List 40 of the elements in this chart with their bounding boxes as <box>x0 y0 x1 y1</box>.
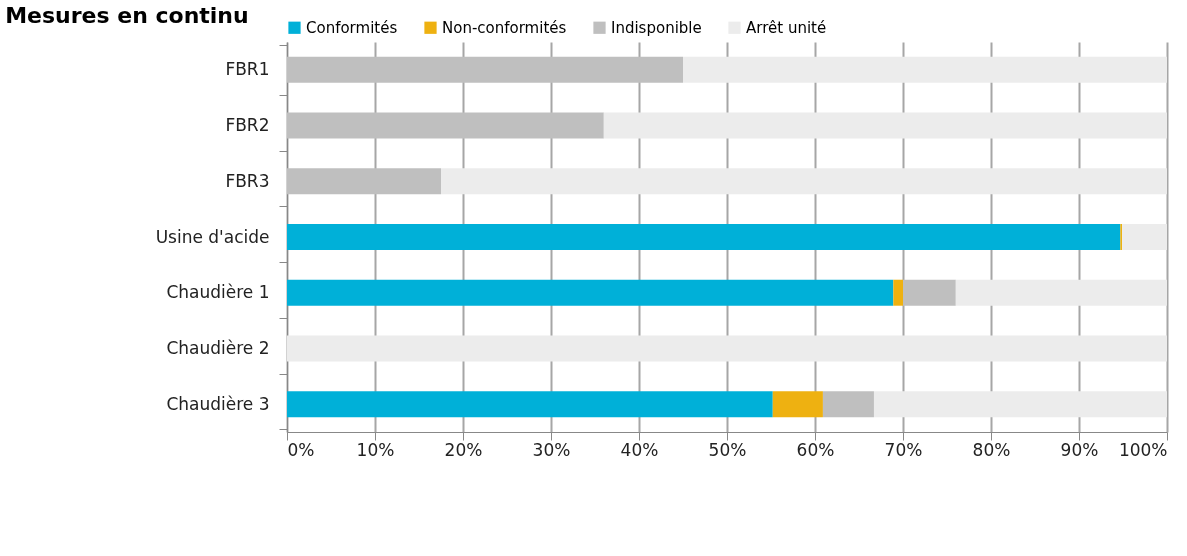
bar <box>955 279 1167 306</box>
y-tick-label: Chaudière 3 <box>166 393 270 414</box>
x-tick-label: 80% <box>972 439 1011 460</box>
bar <box>287 279 894 306</box>
bar <box>822 391 874 418</box>
bar <box>287 168 441 195</box>
x-tick-label: 60% <box>796 439 835 460</box>
legend-label: Arrêt unité <box>746 18 827 37</box>
x-tick-label: 0% <box>287 439 315 460</box>
legend-label: Indisponible <box>611 18 702 37</box>
bar <box>603 112 1167 139</box>
y-tick-label: Chaudière 2 <box>166 337 270 358</box>
bar <box>287 112 604 139</box>
bar <box>441 168 1167 195</box>
y-tick-label: Usine d'acide <box>155 226 270 247</box>
bar <box>287 391 773 418</box>
legend-label: Conformités <box>306 18 398 37</box>
x-tick-label: 70% <box>884 439 923 460</box>
bar <box>873 391 1167 418</box>
y-tick-label: FBR2 <box>225 115 270 136</box>
bar <box>1122 224 1167 250</box>
bar <box>893 279 903 306</box>
x-tick-label: 100% <box>1118 439 1168 460</box>
x-tick-label: 50% <box>708 439 747 460</box>
bar <box>772 391 823 418</box>
x-tick-label: 30% <box>532 439 571 460</box>
x-tick-label: 20% <box>444 439 483 460</box>
bar <box>683 56 1167 83</box>
bar <box>903 279 956 306</box>
x-tick-label: 10% <box>356 439 395 460</box>
bar <box>287 335 1167 362</box>
chart-title: Mesures en continu <box>5 3 249 28</box>
bar <box>287 56 683 83</box>
y-tick-label: FBR3 <box>225 170 270 191</box>
bar <box>287 224 1121 250</box>
y-tick-label: FBR1 <box>225 59 270 80</box>
x-tick-label: 40% <box>620 439 659 460</box>
y-tick-label: Chaudière 1 <box>166 282 270 303</box>
x-tick-label: 90% <box>1060 439 1099 460</box>
legend-label: Non-conformités <box>442 18 567 37</box>
